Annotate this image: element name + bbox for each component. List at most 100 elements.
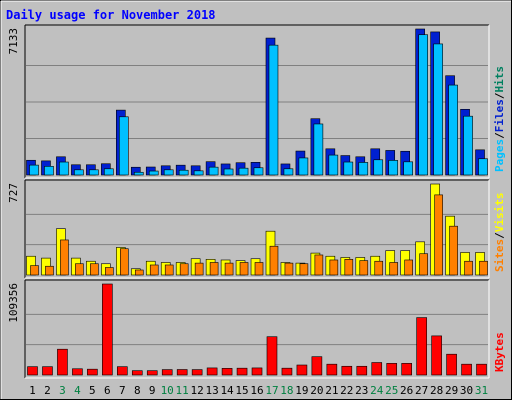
bar-sites-day-18 bbox=[284, 262, 294, 276]
panel-scale-label: 109356 bbox=[7, 283, 20, 323]
bar-kbytes-day-8 bbox=[131, 370, 143, 376]
bar-sites-day-29 bbox=[449, 225, 458, 276]
x-tick-label-day-20: 20 bbox=[310, 384, 323, 397]
x-tick-label-day-29: 29 bbox=[445, 384, 458, 397]
bar-files-day-3 bbox=[59, 161, 69, 176]
x-tick-label-day-6: 6 bbox=[104, 384, 111, 397]
x-tick-label-day-15: 15 bbox=[235, 384, 248, 397]
x-tick-label-day-26: 26 bbox=[400, 384, 413, 397]
bar-sites-day-24 bbox=[374, 260, 384, 276]
legend-separator: / bbox=[493, 132, 506, 139]
bar-kbytes-day-3 bbox=[57, 348, 68, 376]
bar-kbytes-day-13 bbox=[206, 367, 218, 376]
bar-kbytes-day-27 bbox=[416, 317, 427, 376]
bar-sites-day-11 bbox=[179, 263, 189, 276]
bar-kbytes-day-1 bbox=[27, 366, 38, 376]
bar-kbytes-day-23 bbox=[356, 365, 368, 376]
legend-entry-pages: Pages bbox=[493, 139, 506, 172]
bar-sites-day-3 bbox=[60, 239, 69, 276]
x-tick-label-day-27: 27 bbox=[415, 384, 428, 397]
x-tick-label-day-30: 30 bbox=[460, 384, 473, 397]
bar-sites-day-10 bbox=[164, 264, 174, 276]
bar-files-day-26 bbox=[403, 161, 413, 176]
bar-files-day-30 bbox=[463, 115, 473, 176]
bar-files-day-2 bbox=[44, 166, 54, 176]
bar-sites-day-14 bbox=[224, 262, 234, 276]
bar-files-day-23 bbox=[358, 162, 369, 176]
bar-files-day-29 bbox=[448, 84, 458, 176]
bar-files-day-19 bbox=[298, 157, 309, 176]
x-tick-label-day-21: 21 bbox=[325, 384, 338, 397]
bar-sites-day-5 bbox=[90, 263, 99, 276]
bar-kbytes-day-31 bbox=[476, 363, 487, 376]
bar-kbytes-day-2 bbox=[42, 366, 53, 376]
bar-kbytes-day-29 bbox=[446, 353, 457, 376]
x-tick-label-day-11: 11 bbox=[176, 384, 189, 397]
x-tick-label-day-19: 19 bbox=[295, 384, 308, 397]
x-axis-labels: 1 2 3 4 5 6 7 8 9 10 11 12 13 14 15 16 17 18 19 20 21 22 23 24 2… bbox=[29, 384, 488, 397]
bar-kbytes-day-15 bbox=[236, 367, 248, 376]
bar-kbytes-day-24 bbox=[371, 362, 383, 376]
bar-sites-day-17 bbox=[269, 245, 279, 276]
bar-files-day-24 bbox=[373, 159, 384, 176]
bar-files-day-17 bbox=[268, 44, 279, 176]
bar-sites-day-7 bbox=[120, 248, 129, 276]
bar-files-day-8 bbox=[133, 171, 144, 176]
bar-sites-day-1 bbox=[30, 265, 39, 276]
bar-files-day-7 bbox=[119, 116, 129, 176]
panel-visits: 727 Sites/Visits bbox=[7, 179, 506, 279]
x-tick-label-day-8: 8 bbox=[134, 384, 141, 397]
bar-kbytes-day-26 bbox=[401, 363, 412, 376]
bar-sites-day-26 bbox=[404, 259, 413, 276]
x-tick-label-day-12: 12 bbox=[191, 384, 204, 397]
bar-sites-day-27 bbox=[419, 253, 428, 276]
bar-sites-day-25 bbox=[389, 262, 399, 276]
bar-kbytes-day-30 bbox=[461, 363, 472, 376]
bar-sites-day-19 bbox=[299, 263, 309, 276]
panel-legend: Pages/Files/Hits bbox=[493, 66, 506, 172]
bar-kbytes-day-28 bbox=[431, 335, 442, 376]
bar-sites-day-8 bbox=[134, 269, 144, 276]
bar-sites-day-13 bbox=[209, 262, 219, 276]
bar-kbytes-day-25 bbox=[386, 363, 398, 376]
bar-files-day-13 bbox=[208, 166, 219, 176]
bar-files-day-4 bbox=[74, 169, 84, 176]
x-tick-label-day-14: 14 bbox=[220, 384, 234, 397]
bar-files-day-5 bbox=[89, 169, 99, 176]
bar-kbytes-day-10 bbox=[161, 369, 173, 376]
x-tick-label-day-25: 25 bbox=[385, 384, 398, 397]
bar-kbytes-day-21 bbox=[326, 363, 338, 376]
panel-scale-label: 727 bbox=[7, 183, 20, 203]
bar-kbytes-day-16 bbox=[251, 367, 263, 376]
chart-title: Daily usage for November 2018 bbox=[6, 8, 216, 22]
x-tick-label-day-22: 22 bbox=[340, 384, 353, 397]
bar-files-day-20 bbox=[313, 123, 324, 176]
panel-kbytes: 109356 KBytes bbox=[7, 279, 506, 379]
bar-kbytes-day-11 bbox=[176, 369, 188, 376]
bar-kbytes-day-14 bbox=[221, 368, 233, 376]
legend-separator: / bbox=[493, 232, 506, 239]
bar-kbytes-day-7 bbox=[117, 366, 128, 376]
bar-files-day-27 bbox=[418, 34, 428, 176]
x-tick-label-day-28: 28 bbox=[430, 384, 443, 397]
bar-sites-day-31 bbox=[479, 260, 488, 276]
x-tick-label-day-31: 31 bbox=[475, 384, 488, 397]
bar-kbytes-day-20 bbox=[311, 356, 323, 376]
x-tick-label-day-16: 16 bbox=[250, 384, 263, 397]
bar-kbytes-day-19 bbox=[296, 364, 308, 376]
x-tick-label-day-10: 10 bbox=[161, 384, 174, 397]
bar-kbytes-day-12 bbox=[191, 369, 203, 376]
panel-legend: Sites/Visits bbox=[493, 193, 506, 273]
bar-kbytes-day-22 bbox=[341, 365, 353, 376]
bar-sites-day-2 bbox=[45, 265, 54, 276]
x-tick-label-day-7: 7 bbox=[119, 384, 126, 397]
bar-sites-day-6 bbox=[105, 267, 114, 276]
bar-files-day-6 bbox=[104, 168, 114, 176]
bar-sites-day-30 bbox=[464, 260, 473, 276]
bar-files-day-10 bbox=[163, 169, 174, 176]
bar-sites-day-9 bbox=[149, 264, 159, 276]
